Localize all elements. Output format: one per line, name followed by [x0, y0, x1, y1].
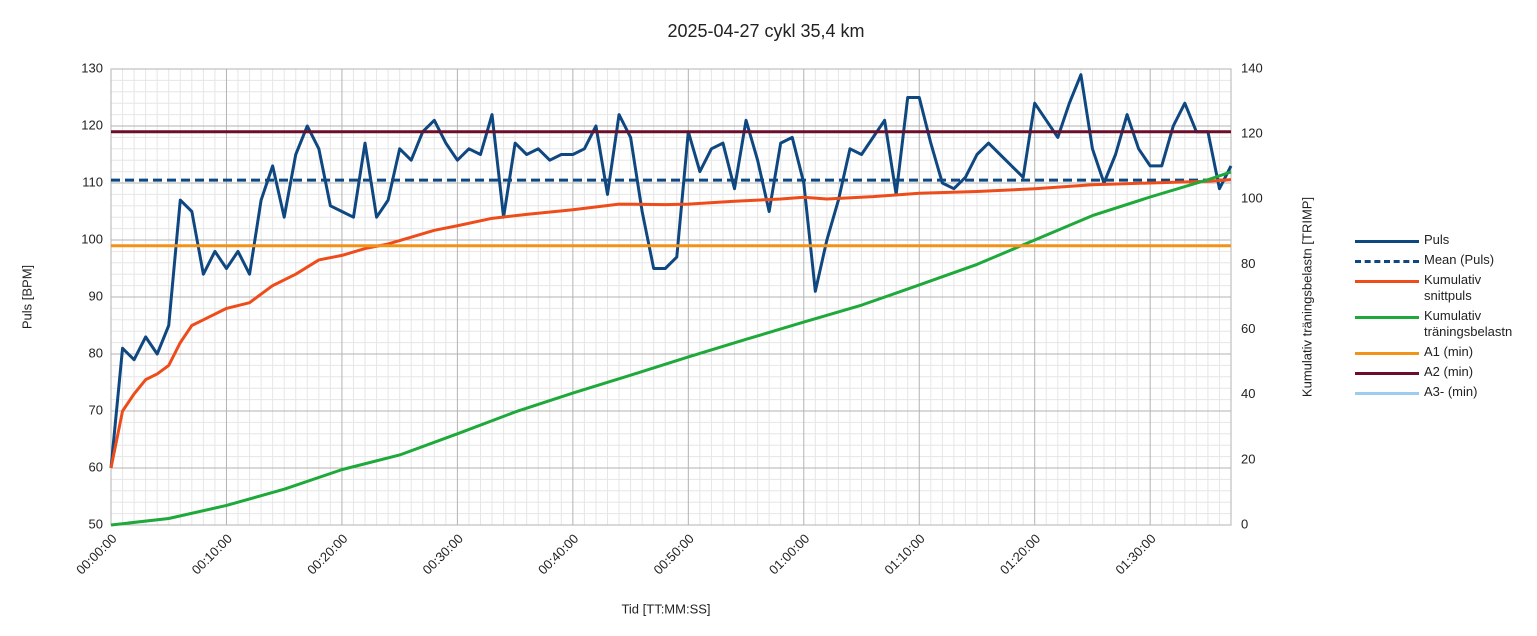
line-series — [110, 170, 1232, 527]
y2-tick-label: 120 — [1241, 126, 1263, 141]
y2-tick-label: 20 — [1241, 451, 1255, 466]
chart-title: 2025-04-27 cykl 35,4 km — [667, 21, 864, 41]
line-series — [109, 73, 1233, 469]
y-tick-label: 130 — [81, 60, 103, 75]
line-series — [109, 178, 1232, 469]
y-tick-label: 50 — [89, 516, 103, 531]
legend-item: Kumulativ snittpuls — [1355, 272, 1524, 304]
x-tick-label: 00:40:00 — [535, 531, 581, 577]
y2-tick-label: 80 — [1241, 256, 1255, 271]
x-tick-label: 00:50:00 — [650, 531, 696, 577]
x-tick-label: 00:20:00 — [304, 531, 350, 577]
x-tick-label: 00:30:00 — [420, 531, 466, 577]
legend-swatch — [1355, 280, 1419, 283]
y-tick-label: 100 — [81, 231, 103, 246]
legend-item: A1 (min) — [1355, 344, 1524, 360]
x-axis-label: Tid [TT:MM:SS] — [621, 601, 710, 616]
legend: Puls Mean (Puls) Kumulativ snittpuls Kumula… — [1355, 232, 1524, 404]
y2-tick-label: 60 — [1241, 321, 1255, 336]
legend-swatch — [1355, 352, 1419, 355]
y2-tick-label: 0 — [1241, 516, 1248, 531]
legend-label: A2 (min) — [1424, 364, 1474, 379]
x-tick-label: 01:10:00 — [881, 531, 927, 577]
y-tick-label: 70 — [89, 402, 103, 417]
legend-swatch — [1355, 392, 1419, 395]
x-tick-label: 01:30:00 — [1112, 531, 1158, 577]
legend-label: A1 (min) — [1424, 344, 1474, 359]
legend-item: A3- (min) — [1355, 384, 1524, 400]
y2-tick-label: 100 — [1241, 191, 1263, 206]
plot-border — [110, 68, 1232, 526]
legend-swatch — [1355, 260, 1419, 263]
legend-item: Kumulativ träningsbelastn — [1355, 308, 1524, 340]
legend-label: Mean (Puls) — [1424, 252, 1495, 267]
x-tick-label: 01:20:00 — [997, 531, 1043, 577]
legend-swatch — [1355, 316, 1419, 319]
legend-item: Mean (Puls) — [1355, 252, 1524, 268]
y2-tick-label: 40 — [1241, 386, 1255, 401]
y-tick-label: 110 — [82, 174, 103, 189]
legend-label: Puls — [1424, 232, 1450, 247]
legend-label: Kumulativ träningsbelastn — [1424, 308, 1513, 339]
y2-axis-label: Kumulativ träningsbelastn [TRIMP] — [1299, 197, 1314, 397]
y2-tick-label: 140 — [1241, 60, 1263, 75]
x-tick-label: 01:00:00 — [766, 531, 812, 577]
legend-item: Puls — [1355, 232, 1524, 248]
legend-label: A3- (min) — [1424, 384, 1478, 399]
y-tick-label: 120 — [81, 117, 103, 132]
x-tick-label: 00:00:00 — [73, 531, 119, 577]
y-tick-label: 80 — [89, 345, 103, 360]
legend-swatch — [1355, 240, 1419, 243]
x-tick-label: 00:10:00 — [189, 531, 235, 577]
legend-item: A2 (min) — [1355, 364, 1524, 380]
legend-label: Kumulativ snittpuls — [1424, 272, 1482, 303]
y-axis-label: Puls [BPM] — [19, 265, 34, 329]
y-tick-label: 90 — [89, 288, 103, 303]
y-tick-label: 60 — [89, 459, 103, 474]
legend-swatch — [1355, 372, 1419, 375]
